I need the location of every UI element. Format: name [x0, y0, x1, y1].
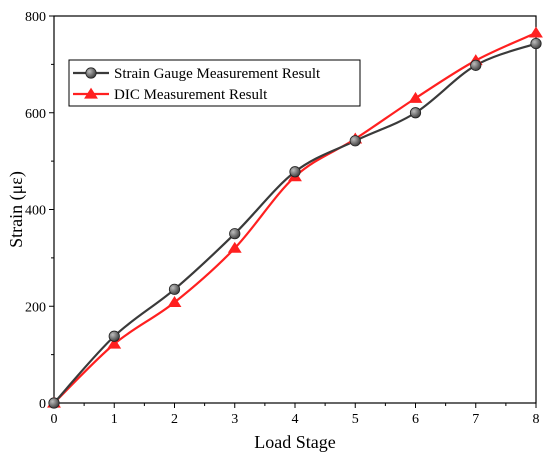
legend: Strain Gauge Measurement Result DIC Measu…: [68, 59, 361, 107]
y-tick-label: 200: [25, 300, 46, 315]
x-axis-title: Load Stage: [254, 432, 335, 452]
data-point-triangle: [227, 241, 242, 253]
data-point-circle: [85, 67, 97, 79]
data-point-triangle: [529, 26, 543, 38]
x-tick-label: 8: [533, 412, 540, 427]
x-tick-label: 4: [292, 412, 299, 427]
data-point-circle: [409, 107, 422, 119]
y-tick-label: 600: [25, 107, 46, 122]
x-tick-label: 7: [472, 412, 479, 427]
legend-label: Strain Gauge Measurement Result: [114, 66, 321, 82]
legend-label: DIC Measurement Result: [114, 87, 268, 103]
data-point-circle: [229, 228, 241, 240]
data-point-circle: [168, 283, 181, 295]
data-point-circle: [530, 37, 542, 50]
data-point-circle: [48, 397, 60, 409]
y-tick-label: 800: [25, 10, 46, 25]
x-tick-label: 3: [231, 412, 238, 427]
data-point-circle: [349, 135, 361, 147]
series-layer: [47, 26, 543, 409]
data-point-circle: [108, 330, 120, 342]
data-point-triangle: [84, 87, 98, 99]
x-tick-label: 6: [412, 412, 419, 427]
data-point-triangle: [107, 337, 122, 349]
legend-item: Strain Gauge Measurement Result: [73, 66, 321, 82]
x-tick-label: 0: [51, 412, 58, 427]
legend-box: [68, 59, 361, 107]
x-tick-label: 5: [352, 412, 359, 427]
y-axis: 0 200 400 600 800: [25, 10, 54, 412]
y-tick-label: 0: [39, 397, 46, 412]
y-axis-title: Strain (με): [6, 171, 27, 248]
legend-item: DIC Measurement Result: [73, 87, 268, 103]
data-point-circle: [289, 166, 301, 178]
data-point-circle: [470, 59, 482, 71]
data-point-triangle: [167, 296, 182, 307]
y-tick-label: 400: [25, 204, 46, 219]
x-tick-label: 2: [171, 412, 178, 427]
x-tick-label: 1: [111, 412, 118, 427]
x-axis: 0 1 2 3 4 5 6 7 8: [51, 403, 540, 427]
series-markers-strain-gauge: [48, 37, 542, 409]
data-point-triangle: [408, 91, 423, 103]
